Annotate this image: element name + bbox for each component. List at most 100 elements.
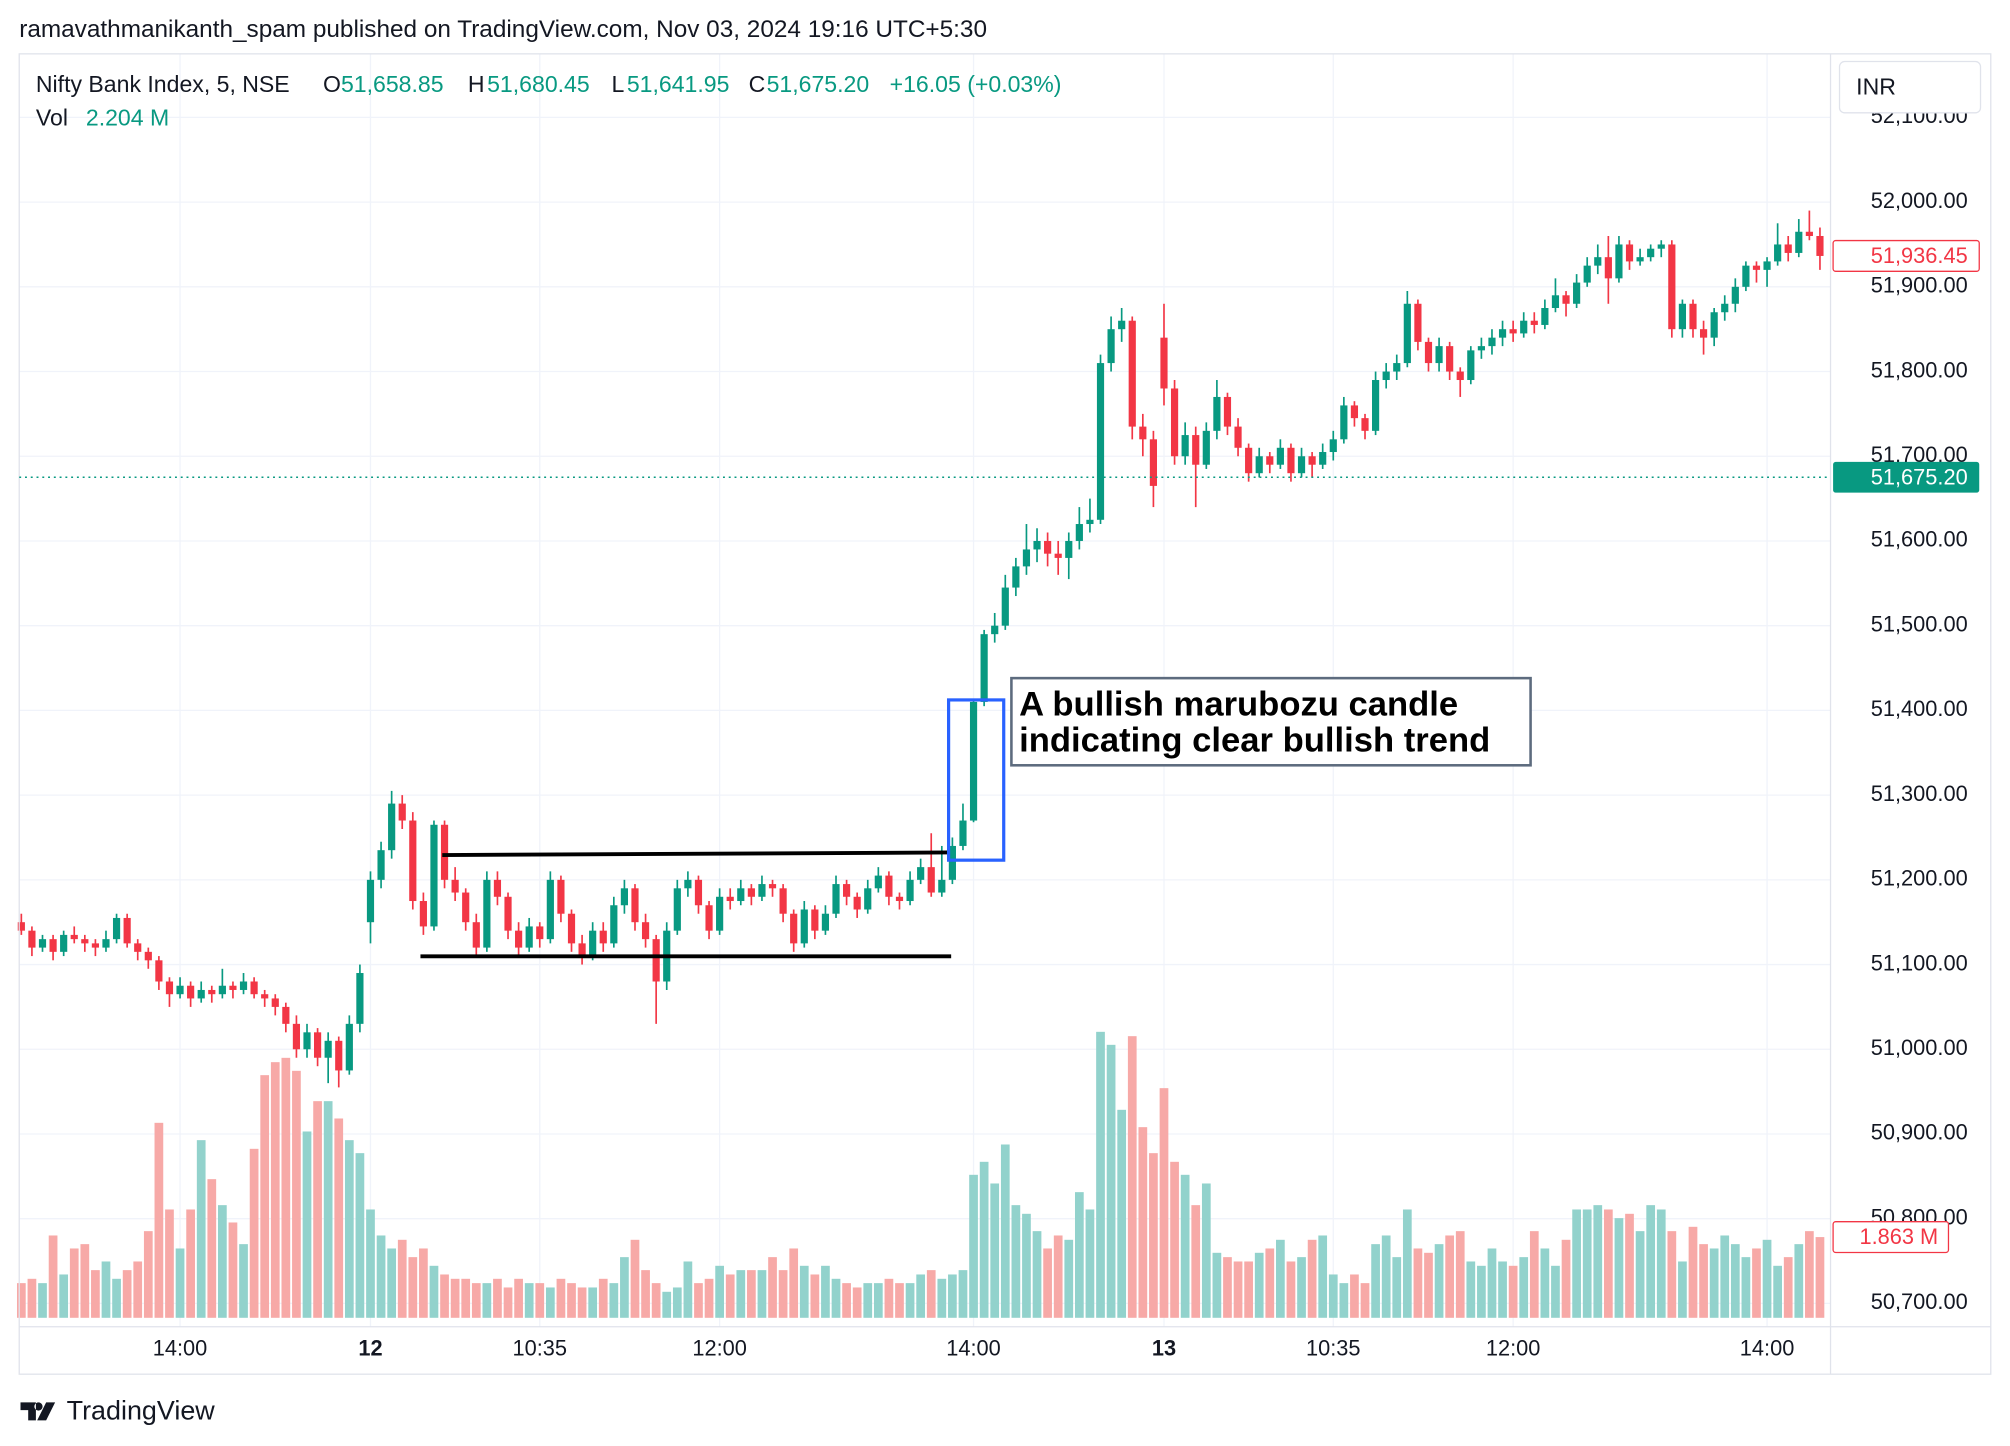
candle-body	[1446, 346, 1454, 372]
candle-body	[239, 981, 248, 990]
volume-bar	[440, 1274, 449, 1318]
volume-bar	[1678, 1261, 1687, 1318]
volume-bar	[747, 1270, 756, 1318]
volume-bar	[1244, 1261, 1253, 1318]
candle-body	[1731, 286, 1739, 304]
candle-body	[1022, 549, 1031, 567]
volume-bar	[112, 1278, 121, 1318]
candle-body	[610, 905, 618, 944]
volume-bar	[704, 1278, 714, 1318]
volume-bar	[196, 1140, 206, 1318]
y-tick-label: 51,300.00	[1871, 781, 1968, 806]
candle-body	[557, 879, 565, 914]
volume-bar	[344, 1140, 354, 1318]
candle-body	[641, 922, 650, 940]
candle-body	[1213, 396, 1221, 431]
x-tick-label: 12:00	[692, 1336, 747, 1361]
candle-body	[1107, 329, 1115, 364]
volume-bar	[1720, 1235, 1730, 1318]
candle-body	[1001, 587, 1009, 626]
candle-body	[504, 896, 512, 931]
ohlc-letter: H	[468, 71, 485, 97]
candle-body	[1075, 524, 1083, 541]
volume-bar	[334, 1118, 344, 1318]
volume-bar	[1000, 1144, 1010, 1318]
volume-bar	[1212, 1252, 1222, 1318]
candle-body	[112, 917, 121, 940]
volume-bar	[694, 1283, 703, 1318]
volume-bar	[662, 1291, 672, 1318]
volume-bar	[990, 1183, 1000, 1318]
y-tick-label: 51,400.00	[1871, 696, 1968, 721]
volume-bar	[493, 1278, 502, 1318]
y-tick-label: 51,800.00	[1871, 357, 1968, 382]
resistance-line	[442, 850, 949, 857]
candle-body	[366, 879, 375, 923]
candle-body	[377, 850, 385, 880]
candle-body	[1636, 257, 1644, 262]
volume-bar	[260, 1075, 270, 1318]
currency-box[interactable]	[1838, 60, 1982, 114]
x-tick-label: 13	[1152, 1336, 1176, 1361]
volume-bar	[725, 1274, 735, 1318]
volume-bar	[482, 1283, 492, 1318]
highlight-box	[946, 698, 1006, 862]
candle-body	[578, 943, 586, 957]
candle-body	[165, 981, 174, 995]
volume-bar	[323, 1101, 333, 1318]
volume-bar	[91, 1270, 100, 1318]
volume-bar	[1783, 1257, 1793, 1318]
volume-bar	[757, 1270, 767, 1318]
volume-bar	[366, 1209, 375, 1318]
candle-body	[1551, 295, 1560, 309]
volume-bar	[1487, 1248, 1497, 1318]
volume-bar	[1096, 1031, 1105, 1318]
candle-body	[1509, 329, 1517, 334]
volume-bar	[873, 1283, 883, 1318]
y-tick-label: 51,500.00	[1871, 611, 1968, 636]
candle-body	[1573, 282, 1581, 304]
candle-body	[1710, 312, 1718, 338]
candle-body	[1530, 320, 1538, 325]
candle-body	[673, 888, 681, 931]
volume-bar	[768, 1257, 777, 1318]
y-tick-label: 51,000.00	[1871, 1035, 1968, 1060]
x-tick-label: 12:00	[1486, 1336, 1541, 1361]
last-price-label: 51,936.45	[1871, 243, 1968, 268]
y-tick-label: 51,600.00	[1871, 527, 1968, 552]
candle-body	[1689, 303, 1697, 330]
candle-body	[1424, 341, 1433, 364]
candle-body	[747, 888, 755, 897]
candle-body	[493, 879, 502, 897]
candle-body	[737, 888, 745, 902]
volume-bar	[1318, 1235, 1328, 1318]
candle-body	[1488, 337, 1496, 347]
candle-body	[102, 939, 110, 948]
candle-body	[694, 879, 703, 906]
volume-bars	[16, 1031, 1825, 1318]
volume-bar	[1402, 1209, 1412, 1318]
candle-body	[1086, 519, 1094, 525]
candle-body	[1297, 456, 1306, 474]
volume-bar	[281, 1057, 291, 1318]
volume-bar	[672, 1287, 682, 1318]
volume-label: Vol	[36, 104, 68, 130]
candle-body	[525, 926, 533, 948]
candle-body	[1245, 447, 1253, 474]
candle-body	[1721, 303, 1729, 313]
y-tick-label: 51,200.00	[1871, 866, 1968, 891]
x-tick-label: 14:00	[153, 1336, 208, 1361]
volume-bar	[419, 1248, 428, 1318]
candle-body	[345, 1023, 353, 1071]
candle-body	[1562, 295, 1570, 304]
candle-body	[589, 930, 597, 957]
volume-bar	[175, 1248, 185, 1318]
candle-body	[1594, 257, 1602, 266]
candle-body	[419, 901, 427, 927]
candle-body	[303, 1032, 311, 1050]
symbol: Nifty Bank Index, 5, NSE	[36, 71, 290, 97]
candle-body	[546, 879, 554, 940]
currency[interactable]: INR	[1856, 74, 1896, 100]
volume-bar	[1233, 1261, 1243, 1318]
